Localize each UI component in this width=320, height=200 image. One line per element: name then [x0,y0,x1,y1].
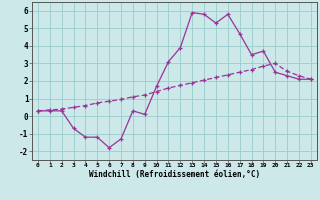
X-axis label: Windchill (Refroidissement éolien,°C): Windchill (Refroidissement éolien,°C) [89,170,260,179]
